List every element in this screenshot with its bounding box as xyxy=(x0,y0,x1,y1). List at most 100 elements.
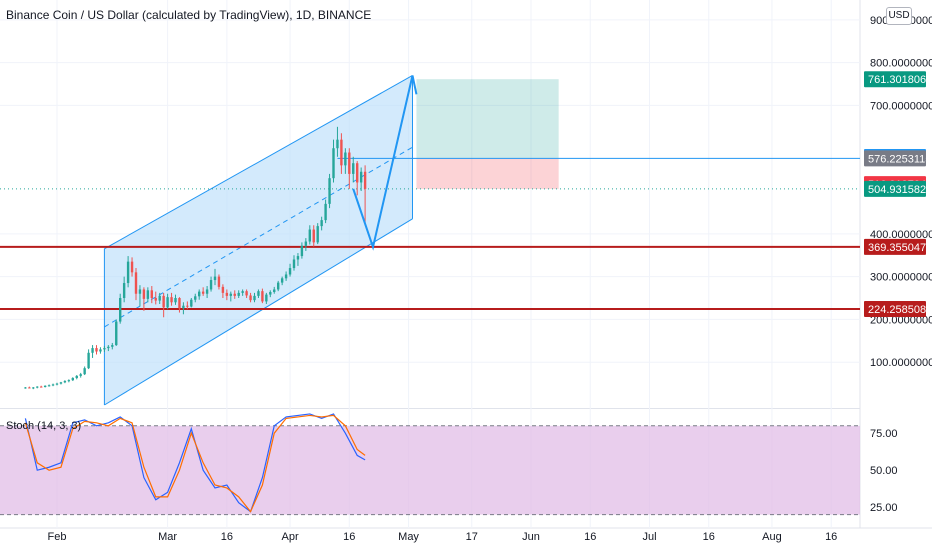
candle-0 xyxy=(24,387,27,389)
candle-50 xyxy=(221,284,225,299)
candle-16 xyxy=(87,349,90,370)
time-tick-label: Jul xyxy=(642,531,656,543)
candle-body xyxy=(138,289,142,294)
time-tick-label: Mar xyxy=(158,531,177,543)
candle-1 xyxy=(28,386,31,389)
channel-upper-line xyxy=(104,75,413,250)
candle-body xyxy=(359,171,363,183)
candle-58 xyxy=(253,292,256,303)
candle-85 xyxy=(359,167,363,192)
price-badge-6: 224.2585086 xyxy=(864,301,932,318)
candle-45 xyxy=(201,287,205,296)
candle-body xyxy=(348,152,351,174)
candle-body xyxy=(340,139,343,166)
candle-67 xyxy=(288,263,292,277)
candle-37 xyxy=(170,292,173,306)
candle-21 xyxy=(107,345,110,352)
candle-52 xyxy=(229,291,232,302)
candle-38 xyxy=(174,294,177,305)
candle-32 xyxy=(150,286,153,304)
candle-body xyxy=(103,348,106,350)
price-badge-bg xyxy=(864,301,926,318)
channel-lower-line xyxy=(104,218,413,406)
price-badge-4: 504.9315820 xyxy=(864,180,932,197)
candle-53 xyxy=(233,290,236,299)
time-tick-label: Feb xyxy=(48,531,67,543)
candle-body xyxy=(119,298,122,322)
candle-body xyxy=(253,295,256,301)
candle-body xyxy=(182,305,185,309)
candle-49 xyxy=(217,274,221,290)
candle-body xyxy=(277,282,280,290)
candle-9 xyxy=(59,381,63,385)
price-tick-label: 800.0000000 xyxy=(870,58,932,70)
candle-body xyxy=(249,295,252,301)
price-axis-background xyxy=(860,0,932,550)
candle-body xyxy=(217,276,221,287)
candle-body xyxy=(269,292,272,295)
candle-46 xyxy=(205,286,209,299)
candle-body xyxy=(174,298,177,303)
price-tick-label: 700.0000000 xyxy=(870,100,932,112)
candle-body xyxy=(261,291,264,302)
candle-20 xyxy=(103,345,106,352)
price-badge-text: 761.3018063 xyxy=(868,74,932,86)
time-tick-label: Apr xyxy=(281,531,298,543)
candle-body xyxy=(316,226,319,243)
position-target-zone xyxy=(416,79,559,159)
candle-35 xyxy=(162,292,165,318)
candle-body xyxy=(99,349,102,352)
candle-body xyxy=(51,384,55,386)
candle-body xyxy=(304,241,308,246)
candle-73 xyxy=(312,225,315,247)
time-tick-label: Aug xyxy=(762,531,782,543)
candle-body xyxy=(71,378,74,381)
candle-body xyxy=(273,289,276,293)
candle-25 xyxy=(122,276,126,303)
candle-body xyxy=(356,163,359,183)
candle-body xyxy=(300,245,304,257)
stoch-tick-label: 75.00 xyxy=(870,428,898,440)
candle-body xyxy=(336,139,339,149)
candle-64 xyxy=(277,280,280,292)
candle-27 xyxy=(130,257,134,277)
candle-44 xyxy=(198,289,201,300)
candle-14 xyxy=(79,372,82,378)
candle-17 xyxy=(91,345,94,358)
candle-body xyxy=(225,292,229,296)
price-badge-5: 369.3550476 xyxy=(864,238,932,255)
candle-body xyxy=(233,293,236,296)
candle-body xyxy=(257,291,260,296)
candle-body xyxy=(229,293,232,296)
candle-10 xyxy=(63,380,67,384)
candle-body xyxy=(198,291,201,297)
candle-8 xyxy=(55,382,59,386)
candle-body xyxy=(122,283,126,299)
currency-button[interactable]: USD xyxy=(886,7,912,25)
candle-33 xyxy=(154,291,157,305)
candle-body xyxy=(265,294,268,302)
candle-body xyxy=(320,220,323,227)
candle-body xyxy=(43,385,47,388)
candle-55 xyxy=(241,289,244,296)
price-badge-0: 761.3018063 xyxy=(864,71,932,88)
candle-body xyxy=(245,291,248,296)
candle-body xyxy=(59,382,63,384)
candle-62 xyxy=(269,290,272,298)
candle-3 xyxy=(36,386,39,389)
candle-65 xyxy=(280,276,284,286)
candle-80 xyxy=(340,133,343,174)
candle-82 xyxy=(348,148,351,189)
candle-54 xyxy=(237,290,240,299)
candle-48 xyxy=(213,268,217,286)
candle-47 xyxy=(209,276,213,292)
candle-75 xyxy=(320,216,323,231)
candle-body xyxy=(186,305,189,307)
price-badge-bg xyxy=(864,238,926,255)
candle-12 xyxy=(71,377,74,382)
time-tick-label: 16 xyxy=(584,531,596,543)
candle-body xyxy=(28,387,31,389)
time-tick-label: 16 xyxy=(825,531,837,543)
projection-tail xyxy=(411,75,418,95)
